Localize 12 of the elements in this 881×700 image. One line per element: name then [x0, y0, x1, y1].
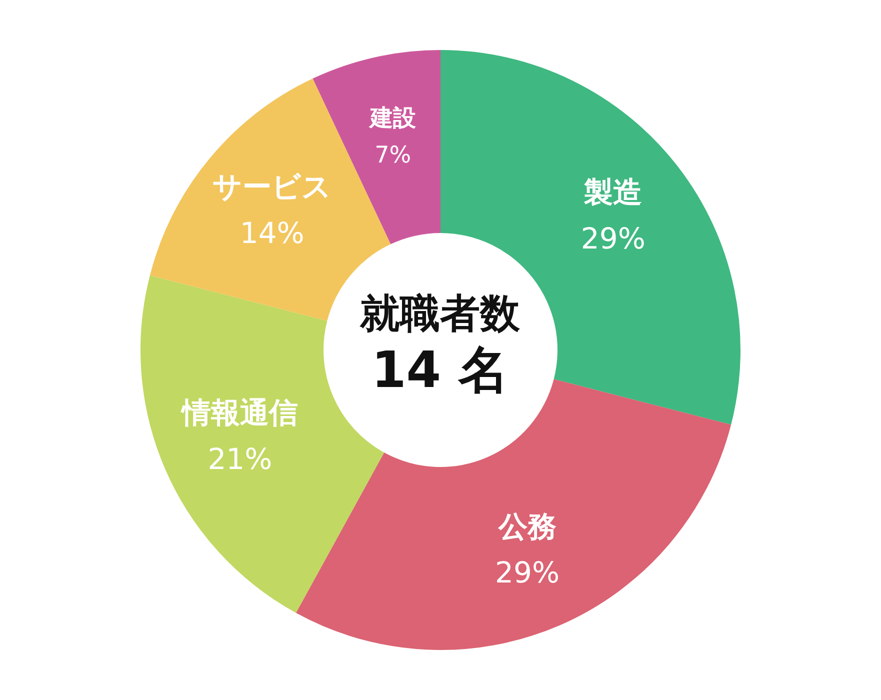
data-label: 29%: [580, 221, 646, 256]
slice-label: サービス: [212, 170, 332, 204]
slice-label: 製造: [583, 174, 642, 209]
text: 就職者数: [358, 290, 521, 338]
data-label: 21%: [208, 442, 272, 476]
data-label: 14%: [240, 216, 304, 250]
slice-label: 公務: [497, 509, 556, 544]
data-label: 7%: [374, 142, 412, 168]
slice-label: 情報通信: [180, 396, 298, 430]
slice-label: 建設: [368, 105, 417, 132]
data-label: 29%: [495, 556, 560, 590]
text: 14 名: [370, 340, 510, 401]
